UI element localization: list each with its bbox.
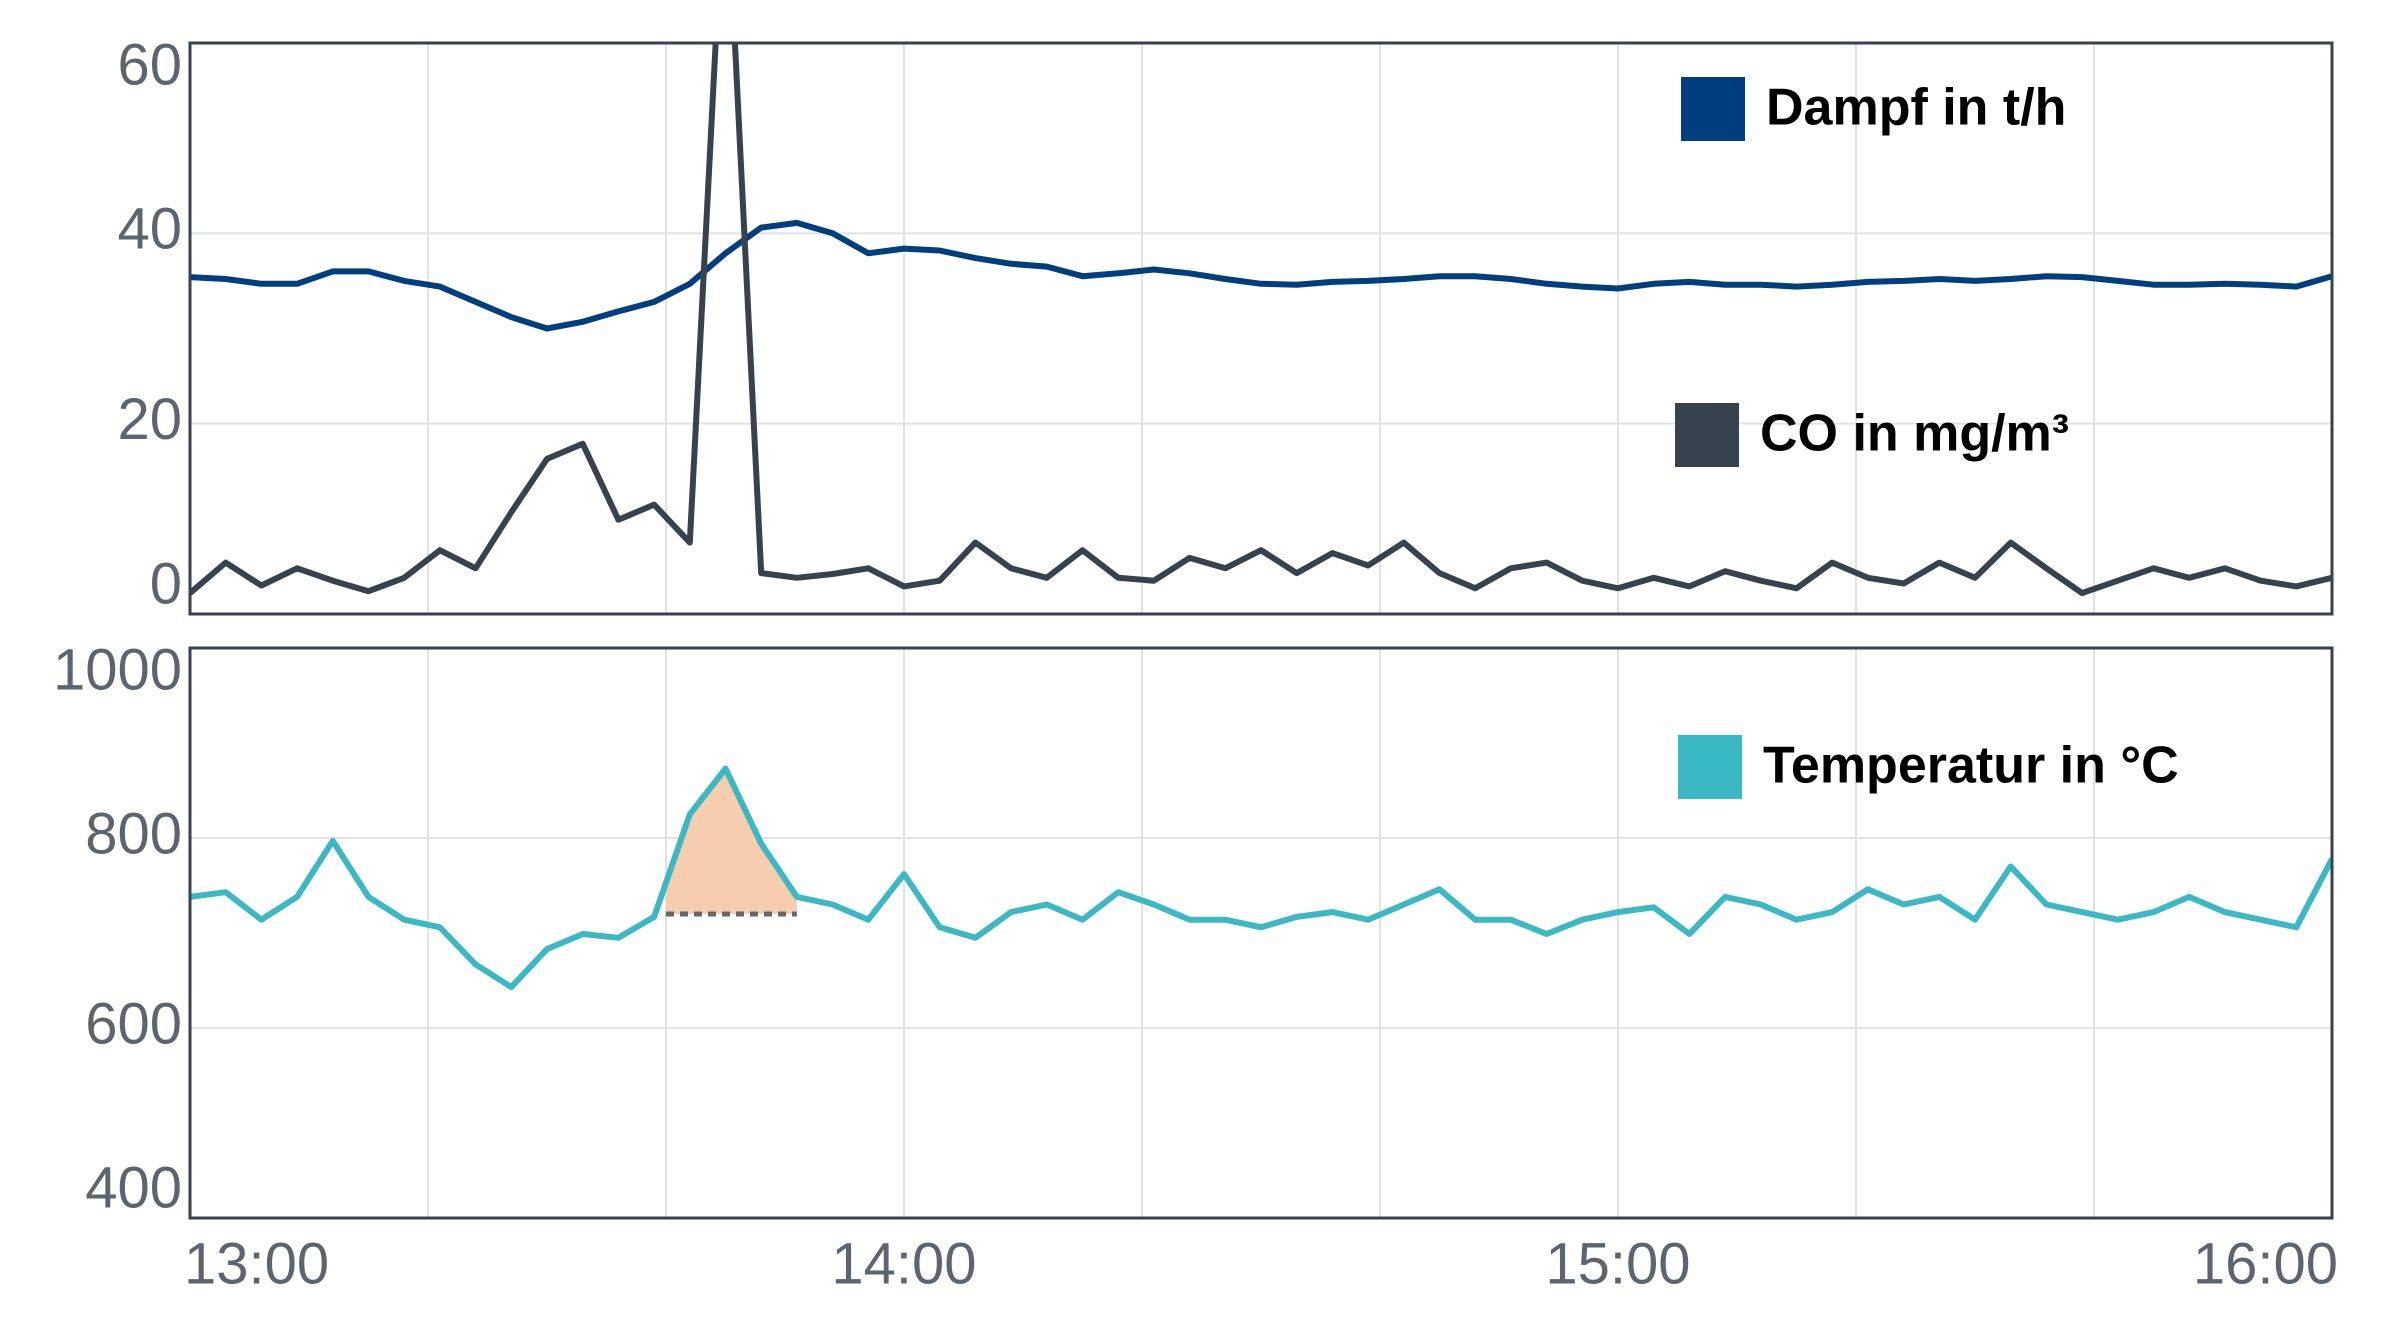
legend-label: CO in mg/m³: [1760, 405, 2069, 463]
highlight-area: [666, 768, 797, 914]
legend-swatch: [1675, 403, 1739, 467]
y-tick-label: 0: [150, 551, 182, 616]
legend-swatch: [1681, 77, 1745, 141]
y-tick-label: 400: [85, 1155, 182, 1220]
y-tick-label: 800: [85, 801, 182, 866]
y-tick-label: 60: [117, 32, 182, 97]
series-line: [190, 219, 2332, 332]
x-tick-label: 15:00: [1545, 1231, 1690, 1296]
y-tick-label: 1000: [53, 637, 182, 702]
x-tick-label: 16:00: [2193, 1231, 2338, 1296]
series-line: [190, 765, 2332, 991]
x-tick-label: 14:00: [831, 1231, 976, 1296]
panel-frame: [188, 41, 2334, 616]
legend-swatch: [1678, 735, 1742, 799]
legend-label: Dampf in t/h: [1766, 79, 2066, 137]
series-line: [190, 43, 2332, 597]
x-tick-label: 13:00: [184, 1231, 329, 1296]
y-tick-label: 600: [85, 991, 182, 1056]
y-tick-label: 20: [117, 387, 182, 452]
y-tick-label: 40: [117, 197, 182, 262]
plot-area: [190, 765, 2332, 991]
legend-label: Temperatur in °C: [1763, 737, 2179, 795]
panel-frame: [188, 646, 2334, 1220]
plot-area: [190, 43, 2332, 597]
